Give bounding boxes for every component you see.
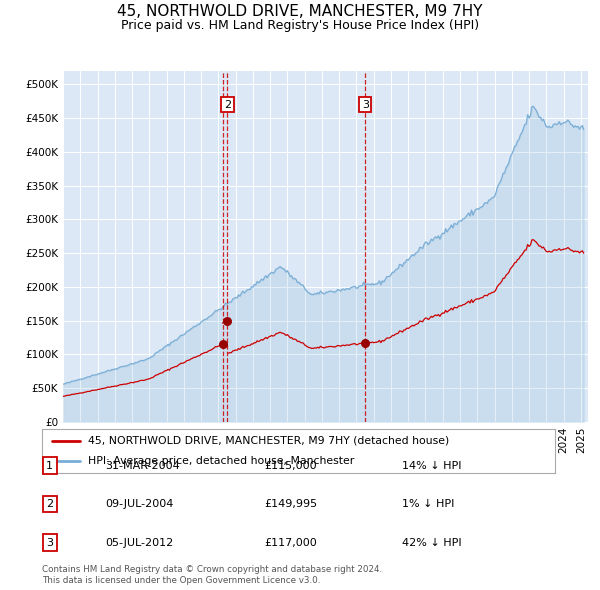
Text: £117,000: £117,000: [264, 537, 317, 548]
Text: 1: 1: [46, 461, 53, 471]
Text: 31-MAR-2004: 31-MAR-2004: [105, 461, 180, 471]
Text: 45, NORTHWOLD DRIVE, MANCHESTER, M9 7HY (detached house): 45, NORTHWOLD DRIVE, MANCHESTER, M9 7HY …: [88, 436, 449, 446]
Text: 3: 3: [46, 537, 53, 548]
Text: HPI: Average price, detached house, Manchester: HPI: Average price, detached house, Manc…: [88, 456, 355, 466]
Text: 14% ↓ HPI: 14% ↓ HPI: [402, 461, 461, 471]
Text: 05-JUL-2012: 05-JUL-2012: [105, 537, 173, 548]
Text: 09-JUL-2004: 09-JUL-2004: [105, 499, 173, 509]
Text: 2: 2: [46, 499, 53, 509]
Text: 45, NORTHWOLD DRIVE, MANCHESTER, M9 7HY: 45, NORTHWOLD DRIVE, MANCHESTER, M9 7HY: [117, 4, 483, 19]
Text: 42% ↓ HPI: 42% ↓ HPI: [402, 537, 461, 548]
Text: £149,995: £149,995: [264, 499, 317, 509]
Text: 1% ↓ HPI: 1% ↓ HPI: [402, 499, 454, 509]
Text: 3: 3: [362, 100, 369, 110]
Text: Contains HM Land Registry data © Crown copyright and database right 2024.
This d: Contains HM Land Registry data © Crown c…: [42, 565, 382, 585]
Text: £115,000: £115,000: [264, 461, 317, 471]
Text: 2: 2: [224, 100, 231, 110]
Text: Price paid vs. HM Land Registry's House Price Index (HPI): Price paid vs. HM Land Registry's House …: [121, 19, 479, 32]
